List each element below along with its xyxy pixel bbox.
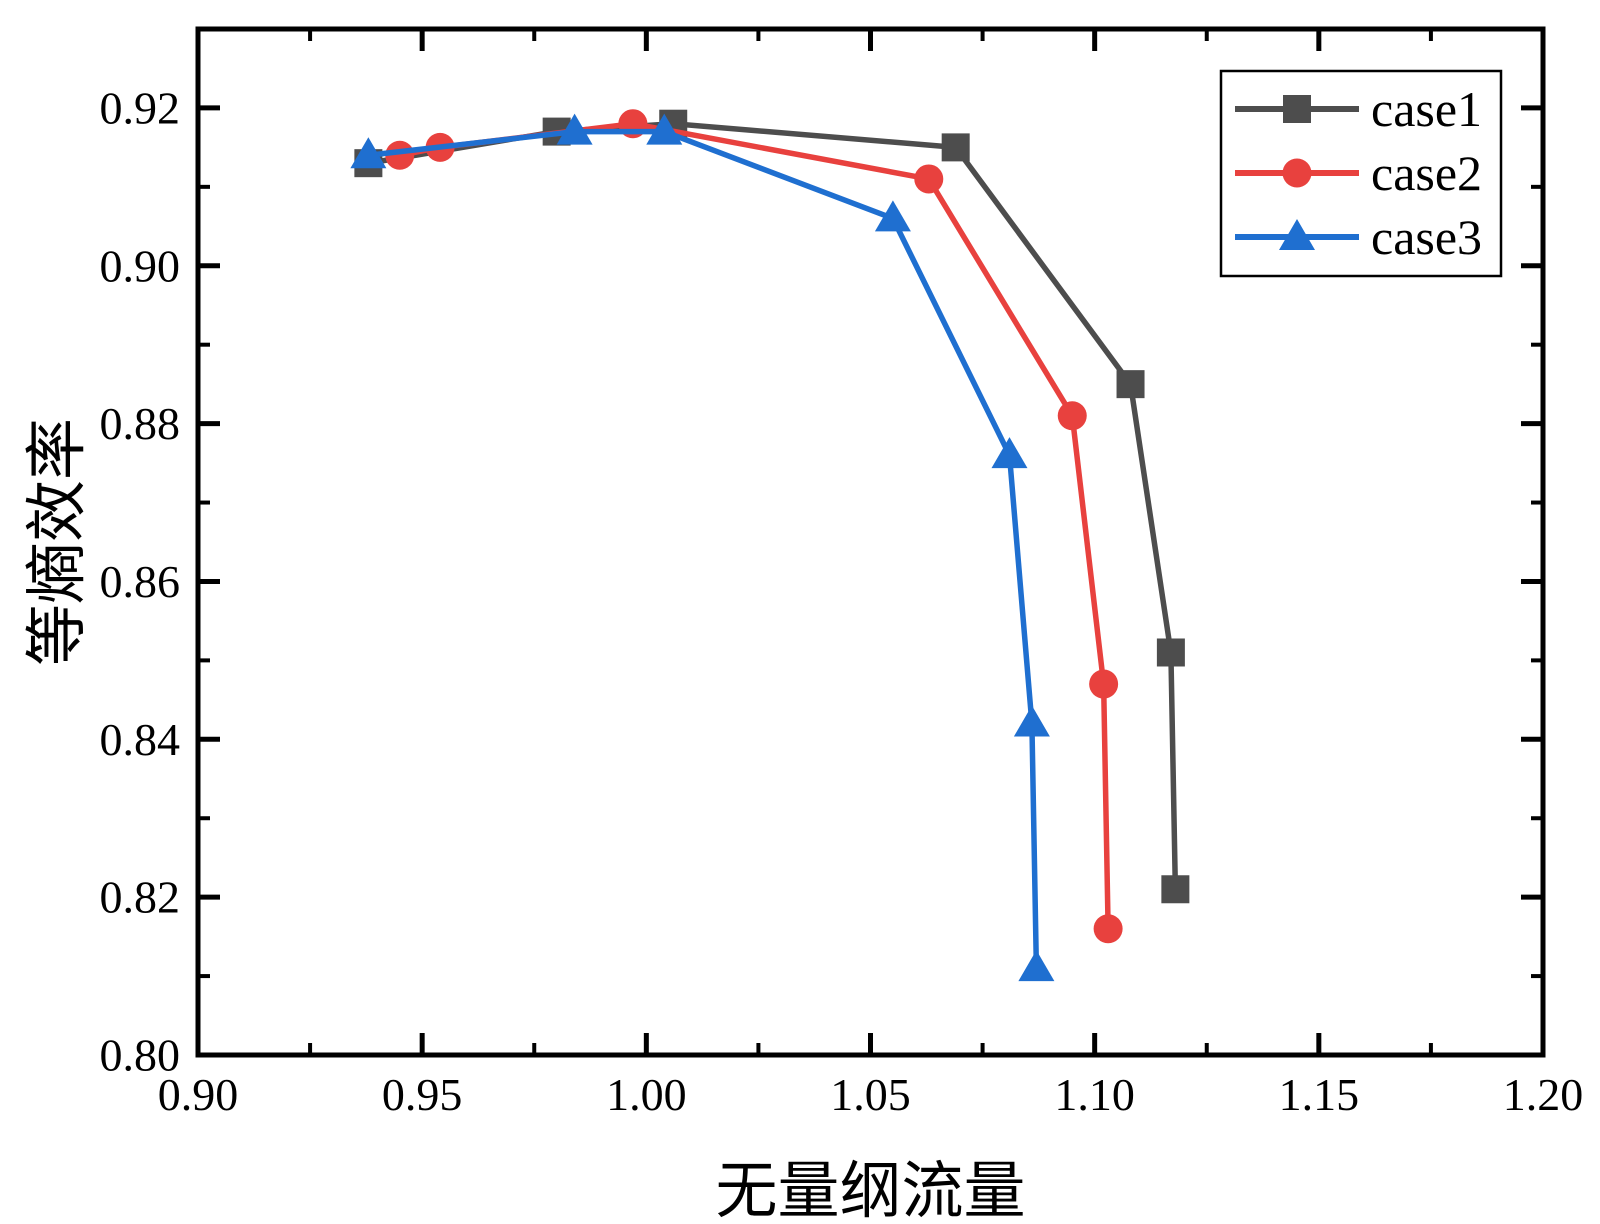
x-tick-label: 0.95 — [382, 1069, 463, 1120]
plot-frame — [195, 26, 1546, 1058]
series-marker-case2 — [914, 164, 944, 194]
series-marker-case1 — [941, 133, 970, 162]
x-tick-label: 1.10 — [1054, 1069, 1135, 1120]
y-tick-label: 0.90 — [100, 240, 181, 291]
series-line-case3 — [368, 128, 1040, 969]
series-marker-case3 — [1018, 950, 1055, 982]
series-marker-case2 — [385, 140, 415, 170]
series-line-case1 — [367, 120, 1179, 890]
legend-label-case2: case2 — [1371, 145, 1482, 201]
x-tick-label: 1.00 — [606, 1069, 687, 1120]
x-axis-title: 无量纲流量 — [715, 1158, 1025, 1224]
y-axis-title: 等熵效率 — [24, 418, 92, 666]
x-tick-label: 1.05 — [830, 1069, 911, 1120]
y-tick-label: 0.86 — [100, 556, 181, 607]
legend-marker-case1 — [1283, 95, 1311, 123]
series-marker-case2 — [1093, 914, 1123, 944]
series-line-case2 — [399, 120, 1111, 929]
y-tick-label: 0.88 — [100, 398, 181, 449]
legend-label-case1: case1 — [1371, 81, 1482, 137]
y-tick-label: 0.80 — [100, 1030, 181, 1081]
series-marker-case2 — [1089, 669, 1119, 699]
x-tick-label: 0.90 — [158, 1069, 239, 1120]
y-tick-label: 0.92 — [100, 82, 181, 133]
series-marker-case3 — [874, 200, 911, 232]
x-tick-label: 1.20 — [1503, 1069, 1584, 1120]
legend-label-case3: case3 — [1371, 209, 1482, 265]
series-marker-case1 — [1156, 638, 1185, 667]
y-tick-label: 0.82 — [100, 872, 181, 923]
y-tick-label: 0.84 — [100, 714, 181, 765]
legend-marker-case3 — [1279, 219, 1315, 250]
series-marker-case2 — [1057, 401, 1087, 431]
series-marker-case3 — [991, 437, 1028, 469]
series-marker-case3 — [646, 113, 683, 145]
series-marker-case1 — [1161, 875, 1190, 904]
series-marker-case3 — [556, 113, 593, 145]
series-marker-case3 — [350, 137, 387, 169]
x-tick-label: 1.15 — [1279, 1069, 1360, 1120]
series-marker-case1 — [1116, 370, 1145, 399]
legend-marker-case2 — [1282, 158, 1312, 188]
series-marker-case3 — [1013, 705, 1050, 737]
